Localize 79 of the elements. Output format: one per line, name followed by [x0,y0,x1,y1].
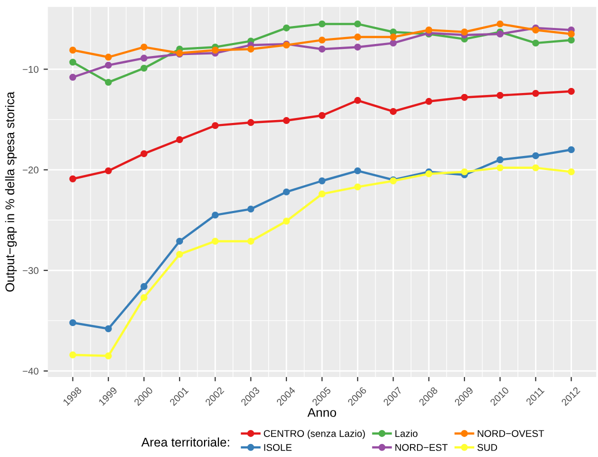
point [460,168,468,176]
point [532,152,540,160]
point [212,122,219,130]
point [568,146,575,154]
legend-title: Area territoriale: [141,437,230,447]
legend-label: NORD−OVEST [478,430,544,437]
point [140,150,148,158]
legend-label: ISOLE [264,444,292,451]
y-tick-label: −20 [22,166,38,174]
point [282,24,290,32]
point [140,44,148,51]
point [247,238,254,245]
point [568,30,575,38]
point [282,218,290,225]
point [69,74,76,81]
point [212,238,219,245]
point [69,319,76,326]
point [104,167,112,174]
point [568,88,575,95]
point [354,167,362,174]
point [282,188,290,196]
point [354,44,362,51]
point [460,94,468,101]
point [140,283,148,290]
point [247,206,254,213]
point [354,20,362,28]
point [247,46,254,53]
y-tick-label: −10 [22,66,38,73]
y-tick-label: −30 [22,267,38,274]
point [176,136,184,144]
point [532,164,540,172]
point [104,325,112,332]
point [354,96,362,104]
point [390,108,397,115]
x-axis-title: Anno [307,408,336,417]
point [318,46,326,53]
point [69,351,76,358]
point [176,250,184,258]
point [496,20,504,28]
point [460,28,468,36]
point [496,156,504,164]
legend-label: Lazio [395,430,418,437]
point [532,40,540,47]
point [496,92,504,99]
legend-label: NORD−EST [395,444,448,451]
point [69,58,76,66]
point [390,40,397,47]
legend-label: SUD [477,444,498,451]
point [354,183,362,190]
point [140,294,148,302]
point [104,78,112,86]
point [212,212,219,219]
point [425,98,432,105]
point [318,177,326,184]
point [104,54,112,61]
point [140,54,148,62]
point [318,20,326,28]
point [354,34,362,41]
point [390,34,397,41]
point [69,175,76,182]
point [568,36,575,44]
point [496,164,504,172]
point [104,352,112,360]
legend-label: CENTRO (senza Lazio) [264,430,365,439]
point [318,36,326,44]
point [176,238,184,245]
point [212,46,219,54]
point [425,26,432,34]
point [69,46,76,54]
y-axis-title: Output−gap in % della spesa storica [5,92,17,292]
point [104,62,112,69]
point [568,168,575,176]
point [247,119,254,126]
point [318,190,326,198]
y-tick-label: −40 [22,368,38,375]
point [318,112,326,119]
point [140,64,148,72]
point [532,90,540,97]
point [282,117,290,124]
